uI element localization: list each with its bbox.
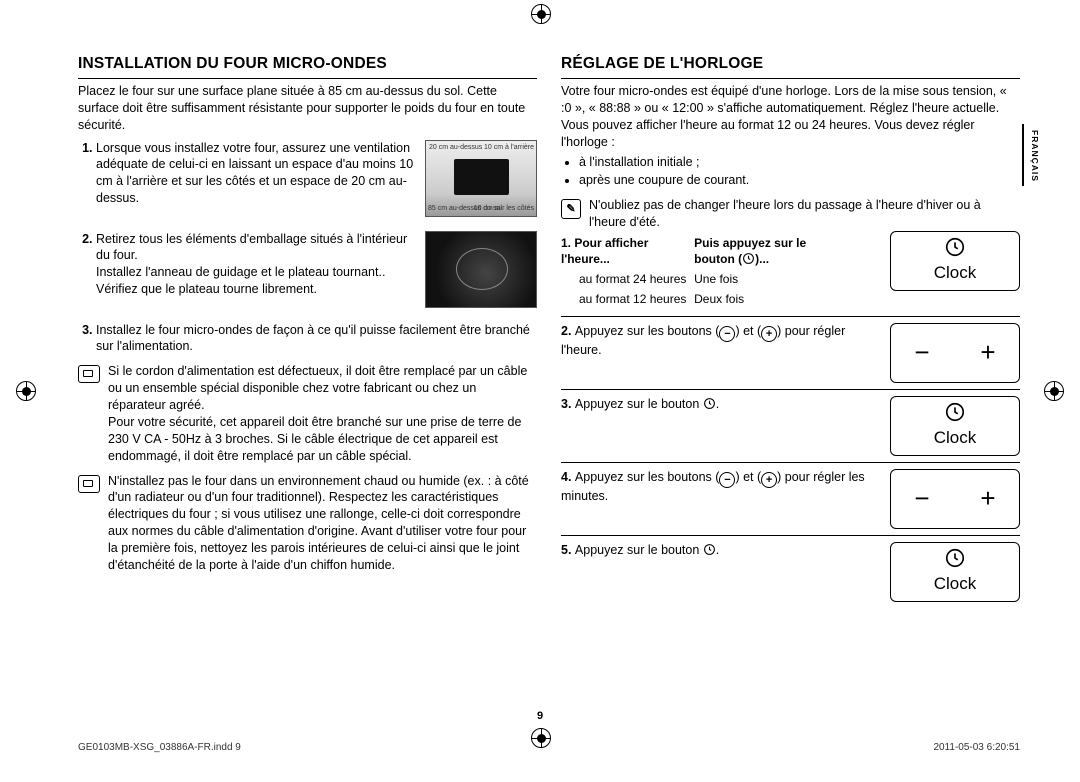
tbl-r1c1: au format 24 heures <box>561 269 694 289</box>
note-icon-z: ✎ <box>561 199 581 219</box>
clock-icon <box>703 397 716 410</box>
step5-b: . <box>716 543 719 557</box>
clock-step-2: 2. Appuyez sur les boutons (−) et (+) po… <box>561 316 1020 383</box>
bullet-power: après une coupure de courant. <box>579 172 1020 189</box>
crop-mark-right <box>1044 381 1064 401</box>
clock-label: Clock <box>934 573 977 596</box>
tbl-r1c2: Une fois <box>694 269 878 289</box>
dst-note-text: N'oubliez pas de changer l'heure lors du… <box>589 197 1020 231</box>
step3-a: Appuyez sur le bouton <box>575 397 703 411</box>
step-1: 20 cm au-dessus 10 cm à l'arrière 85 cm … <box>96 140 537 223</box>
clock-step-3: 3. Appuyez sur le bouton . Clock <box>561 389 1020 456</box>
step-2b-text: Installez l'anneau de guidage et le plat… <box>96 265 385 296</box>
intro-right: Votre four micro-ondes est équipé d'une … <box>561 83 1020 151</box>
clock-step-5: 5. Appuyez sur le bouton . Clock <box>561 535 1020 602</box>
tbl-h2b: bouton ( <box>694 252 742 266</box>
heading-clock: RÉGLAGE DE L'HORLOGE <box>561 54 1020 79</box>
tbl-h2a: Puis appuyez sur le <box>694 236 806 250</box>
language-tab: FRANÇAIS <box>1029 130 1040 182</box>
turntable-diagram <box>425 231 537 308</box>
fig-label-back: 10 cm à l'arrière <box>484 143 534 152</box>
warn1-text: Si le cordon d'alimentation est défectue… <box>108 364 527 412</box>
clock-button-box: Clock <box>890 396 1020 456</box>
clock-icon <box>742 252 755 265</box>
clock-label: Clock <box>934 262 977 285</box>
warning-cord: Si le cordon d'alimentation est défectue… <box>78 363 537 464</box>
footer: GE0103MB-XSG_03886A-FR.indd 9 2011-05-03… <box>78 741 1020 755</box>
clearance-diagram: 20 cm au-dessus 10 cm à l'arrière 85 cm … <box>425 140 537 217</box>
step2-b: ) et ( <box>735 324 761 338</box>
footer-right: 2011-05-03 6:20:51 <box>933 741 1020 755</box>
clock-icon <box>944 401 966 423</box>
step4-b: ) et ( <box>735 470 761 484</box>
clock-icon <box>703 543 716 556</box>
step-2: Retirez tous les éléments d'emballage si… <box>96 231 537 314</box>
minus-label: − <box>914 335 929 370</box>
tbl-r2c2: Deux fois <box>694 289 878 309</box>
step-3-text: Installez le four micro-ondes de façon à… <box>96 323 530 354</box>
plus-label: + <box>980 481 995 516</box>
clock-icon <box>944 547 966 569</box>
left-column: INSTALLATION DU FOUR MICRO-ONDES Placez … <box>78 54 537 702</box>
note-icon <box>78 475 100 493</box>
turntable-circle <box>456 248 508 290</box>
installation-steps: 20 cm au-dessus 10 cm à l'arrière 85 cm … <box>78 140 537 356</box>
step2-a: Appuyez sur les boutons ( <box>575 324 720 338</box>
minus-plus-box: − + <box>890 323 1020 383</box>
clock-button-box: Clock <box>890 231 1020 291</box>
minus-label: − <box>914 481 929 516</box>
step-3: Installez le four micro-ondes de façon à… <box>96 322 537 356</box>
plus-label: + <box>980 335 995 370</box>
minus-icon: − <box>719 326 735 342</box>
format-table: 1. Pour afficher l'heure... Puis appuyez… <box>561 233 878 310</box>
crop-mark-top <box>531 4 551 24</box>
minus-plus-box: − + <box>890 469 1020 529</box>
clock-button-box: Clock <box>890 542 1020 602</box>
clock-step-4: 4. Appuyez sur les boutons (−) et (+) po… <box>561 462 1020 529</box>
heading-installation: INSTALLATION DU FOUR MICRO-ONDES <box>78 54 537 79</box>
step-2a-text: Retirez tous les éléments d'emballage si… <box>96 232 407 263</box>
plus-icon: + <box>761 472 777 488</box>
oven-shape <box>454 159 509 195</box>
fig-label-side: 10 cm sur les côtés <box>474 204 534 213</box>
tbl-r2c1: au format 12 heures <box>561 289 694 309</box>
page-number: 9 <box>0 709 1080 724</box>
note-icon <box>78 365 100 383</box>
warn2-text: N'installez pas le four dans un environn… <box>108 473 537 574</box>
tbl-h1: Pour afficher l'heure... <box>561 236 648 266</box>
plus-icon: + <box>761 326 777 342</box>
tbl-h2c: )... <box>755 252 769 266</box>
fig-label-top: 20 cm au-dessus <box>429 143 482 152</box>
warn1b-text: Pour votre sécurité, cet appareil doit ê… <box>108 415 521 463</box>
step3-b: . <box>716 397 719 411</box>
footer-left: GE0103MB-XSG_03886A-FR.indd 9 <box>78 741 241 755</box>
crop-mark-left <box>16 381 36 401</box>
right-column: RÉGLAGE DE L'HORLOGE Votre four micro-on… <box>561 54 1020 702</box>
clock-label: Clock <box>934 427 977 450</box>
clock-step-1: 1. Pour afficher l'heure... Puis appuyez… <box>561 231 1020 310</box>
intro-left: Placez le four sur une surface plane sit… <box>78 83 537 134</box>
bullet-install: à l'installation initiale ; <box>579 154 1020 171</box>
step4-a: Appuyez sur les boutons ( <box>575 470 720 484</box>
dst-note: ✎ N'oubliez pas de changer l'heure lors … <box>561 197 1020 231</box>
step5-a: Appuyez sur le bouton <box>575 543 703 557</box>
clock-reasons: à l'installation initiale ; après une co… <box>579 154 1020 189</box>
minus-icon: − <box>719 472 735 488</box>
clock-icon <box>944 236 966 258</box>
step-1-text: Lorsque vous installez votre four, assur… <box>96 141 413 206</box>
warning-environment: N'installez pas le four dans un environn… <box>78 473 537 574</box>
language-tab-bar <box>1022 124 1024 186</box>
